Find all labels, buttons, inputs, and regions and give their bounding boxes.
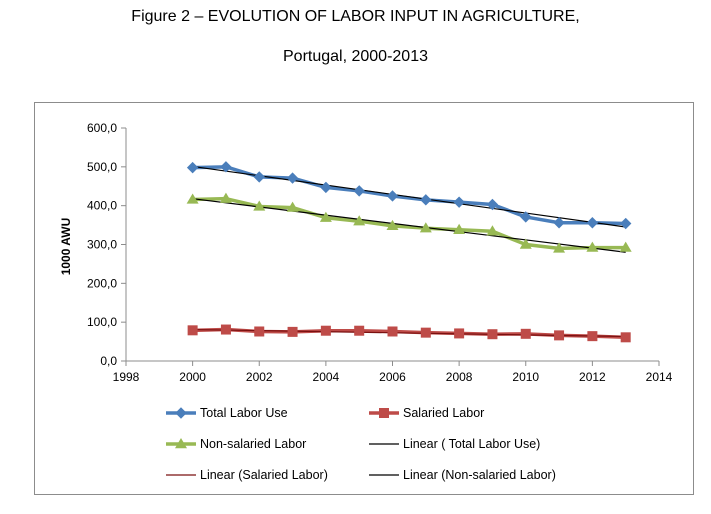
x-tick-label: 2002: [246, 370, 273, 384]
chart-frame: [34, 102, 694, 495]
x-tick-label: 2008: [446, 370, 473, 384]
y-tick-label: 500,0: [87, 160, 117, 174]
data-point-marker: [286, 172, 299, 184]
data-point-marker: [354, 325, 365, 336]
data-point-marker: [487, 329, 498, 340]
x-tick-label: 2000: [179, 370, 206, 384]
y-tick-label: 400,0: [87, 199, 117, 213]
data-point-marker: [186, 161, 199, 174]
legend-label: Linear (Non-salaried Labor): [403, 468, 556, 482]
data-point-marker: [220, 161, 232, 173]
data-point-marker: [319, 211, 332, 222]
chart-title-line-1: Figure 2 – EVOLUTION OF LABOR INPUT IN A…: [131, 8, 580, 25]
x-tick-label: 2006: [379, 370, 406, 384]
data-point-marker: [553, 217, 565, 229]
data-point-marker: [386, 219, 399, 231]
data-point-marker: [519, 238, 532, 249]
data-point-marker: [420, 194, 432, 206]
legend-marker: [175, 407, 187, 419]
trendline: [192, 328, 626, 338]
data-point-marker: [587, 331, 598, 342]
data-point-marker: [286, 201, 299, 212]
data-point-marker: [520, 211, 532, 223]
data-point-marker: [619, 217, 632, 230]
chart-title-line-2: Portugal, 2000-2013: [283, 48, 428, 65]
y-tick-label: 100,0: [87, 315, 117, 329]
data-point-marker: [253, 171, 265, 183]
data-point-marker: [353, 215, 366, 226]
y-tick-label: 0,0: [100, 354, 117, 368]
data-point-marker: [220, 324, 231, 335]
x-tick-label: 2012: [579, 370, 606, 384]
x-tick-label: 2010: [512, 370, 539, 384]
legend-label: Total Labor Use: [200, 406, 288, 420]
y-tick-label: 200,0: [87, 276, 117, 290]
legend-label: Linear ( Total Labor Use): [403, 437, 540, 451]
legend-marker: [379, 408, 389, 418]
data-point-marker: [486, 198, 499, 211]
data-point-marker: [254, 326, 265, 337]
data-point-marker: [419, 222, 432, 233]
x-tick-label: 1998: [113, 370, 140, 384]
legend-label: Salaried Labor: [403, 406, 484, 420]
data-point-marker: [320, 181, 332, 194]
data-point-marker: [420, 327, 431, 338]
legend-label: Linear (Salaried Labor): [200, 468, 328, 482]
data-point-marker: [287, 326, 298, 337]
data-point-marker: [553, 242, 566, 253]
data-point-marker: [187, 325, 198, 336]
data-point-marker: [620, 332, 631, 343]
data-point-marker: [586, 217, 599, 229]
data-point-marker: [619, 241, 632, 252]
y-axis-title: 1000 AWU: [59, 218, 73, 276]
data-point-marker: [387, 326, 398, 337]
y-tick-label: 300,0: [87, 238, 117, 252]
data-point-marker: [586, 241, 599, 252]
data-point-marker: [386, 190, 399, 202]
data-point-marker: [320, 325, 331, 336]
data-point-marker: [520, 328, 531, 339]
data-point-marker: [353, 185, 365, 197]
data-point-marker: [453, 196, 465, 208]
x-tick-label: 2004: [313, 370, 340, 384]
data-point-marker: [253, 200, 266, 211]
data-point-marker: [486, 225, 499, 236]
trendline: [192, 165, 626, 228]
trendline: [192, 198, 626, 253]
legend-marker: [175, 438, 187, 449]
data-point-marker: [453, 223, 466, 234]
series-line: [192, 196, 626, 251]
data-point-marker: [554, 330, 565, 341]
data-point-marker: [219, 192, 232, 203]
x-tick-label: 2014: [646, 370, 673, 384]
data-point-marker: [186, 193, 199, 204]
data-point-marker: [454, 328, 465, 339]
legend-label: Non-salaried Labor: [200, 437, 306, 451]
y-tick-label: 600,0: [87, 121, 117, 135]
